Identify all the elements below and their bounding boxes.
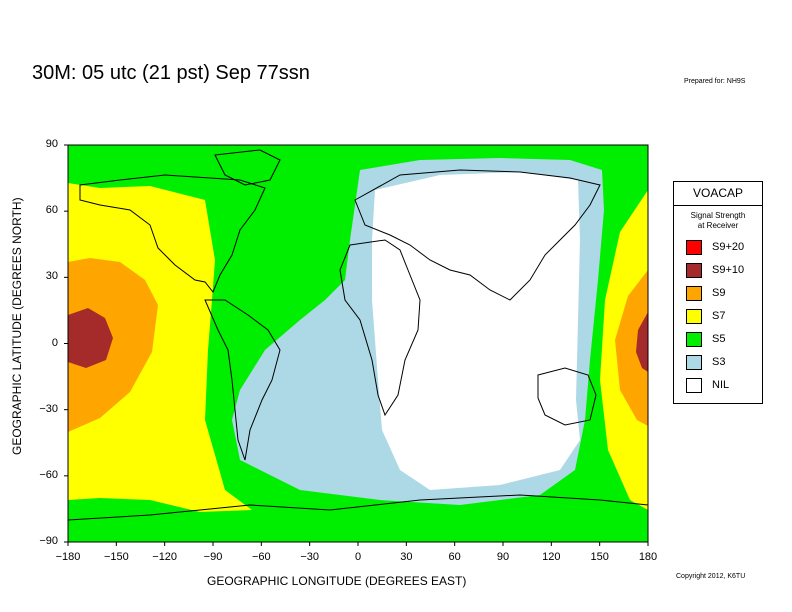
x-tick-label: 30 xyxy=(400,551,413,563)
legend-subtitle: Signal Strength at Receiver xyxy=(674,211,762,231)
copyright-note: Copyright 2012, K6TU xyxy=(676,573,746,580)
x-tick-label: −150 xyxy=(103,551,129,563)
africa-outline xyxy=(339,239,421,417)
nil-region xyxy=(372,172,580,490)
legend-item: S9+10 xyxy=(686,262,744,278)
x-tick-label: −180 xyxy=(55,551,81,563)
legend: VOACAP Signal Strength at Receiver S9+20… xyxy=(673,181,763,404)
north-america-outline xyxy=(79,174,266,293)
legend-item-label: S9 xyxy=(712,287,726,299)
prepared-for-note: Prepared for: NH9S xyxy=(684,78,746,85)
legend-swatch xyxy=(686,262,702,278)
map-title: 30M: 05 utc (21 pst) Sep 77ssn xyxy=(32,62,310,84)
x-tick-label: −30 xyxy=(300,551,319,563)
s9-region-west xyxy=(68,258,158,432)
s9-region-east xyxy=(615,270,648,426)
y-tick-label: 0 xyxy=(51,336,58,349)
legend-item: S9+20 xyxy=(686,239,744,255)
legend-item-label: S9+10 xyxy=(712,264,745,276)
axis-tick-marks xyxy=(64,144,649,546)
y-tick-label: −90 xyxy=(39,535,58,547)
coverage-field xyxy=(68,145,648,542)
coastlines xyxy=(68,149,648,521)
legend-item: S3 xyxy=(686,354,725,370)
legend-swatch xyxy=(686,354,702,370)
antarctica-outline xyxy=(68,494,648,521)
australia-outline xyxy=(537,367,597,426)
legend-swatch xyxy=(686,331,702,347)
x-tick-label: 0 xyxy=(354,551,362,563)
greenland-outline xyxy=(214,149,281,186)
y-tick-label: −30 xyxy=(39,402,58,415)
legend-item: NIL xyxy=(686,377,729,393)
x-tick-label: 90 xyxy=(496,551,510,563)
legend-title: VOACAP xyxy=(674,182,762,206)
legend-item-label: S3 xyxy=(712,356,726,368)
legend-item-label: S9+20 xyxy=(712,241,745,253)
eurasia-outline xyxy=(354,169,601,301)
legend-item: S9 xyxy=(686,285,725,301)
legend-subtitle-line1: Signal Strength xyxy=(690,211,746,220)
x-tick-label: 60 xyxy=(448,551,461,563)
s9p10-region-east xyxy=(636,312,648,372)
legend-item-label: NIL xyxy=(712,379,730,391)
legend-swatch xyxy=(686,377,702,393)
x-tick-label: −120 xyxy=(152,551,178,563)
x-tick-label: −60 xyxy=(251,551,271,563)
south-america-outline xyxy=(204,299,281,461)
x-tick-label: 180 xyxy=(638,551,658,563)
x-tick-label: 120 xyxy=(542,551,561,563)
x-tick-label: −90 xyxy=(203,551,223,563)
x-axis-label: GEOGRAPHIC LONGITUDE (DEGREES EAST) xyxy=(207,574,467,588)
legend-item-label: S7 xyxy=(712,310,726,322)
legend-swatch xyxy=(686,239,702,255)
y-tick-label: 30 xyxy=(45,270,58,283)
x-tick-label: 150 xyxy=(590,551,609,563)
legend-swatch xyxy=(686,285,702,301)
y-tick-label: −60 xyxy=(39,468,58,481)
y-tick-label: 90 xyxy=(45,138,58,150)
legend-item: S7 xyxy=(686,308,725,324)
legend-subtitle-line2: at Receiver xyxy=(697,221,739,230)
s9p10-region-west xyxy=(68,308,113,368)
y-tick-label: 60 xyxy=(45,204,58,217)
legend-item-label: S5 xyxy=(712,333,726,345)
legend-item: S5 xyxy=(686,331,725,347)
legend-swatch xyxy=(686,308,702,324)
